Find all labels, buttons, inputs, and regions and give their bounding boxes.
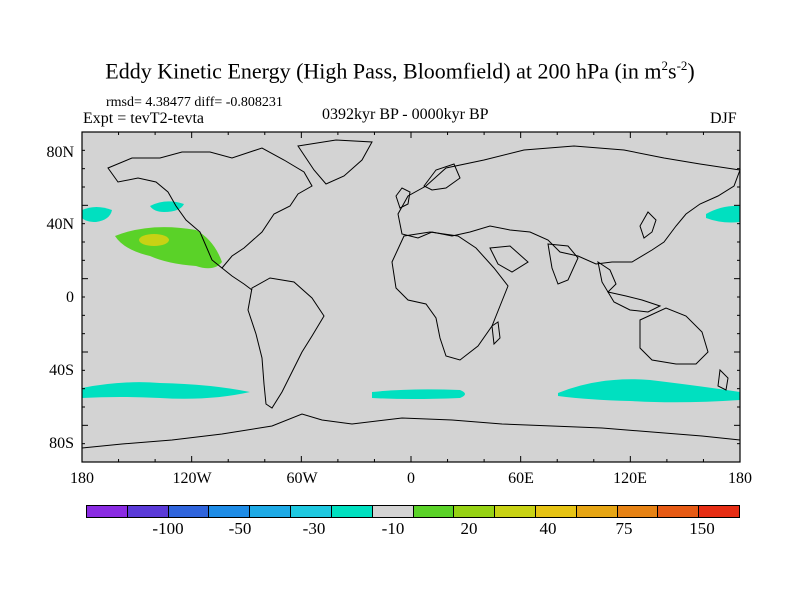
colorbar-swatch	[576, 506, 618, 517]
colorbar-swatch	[168, 506, 210, 517]
coast-australia	[639, 307, 709, 365]
colorbar-swatch	[454, 506, 496, 517]
map-background	[82, 132, 740, 462]
lon-label-120e: 120E	[613, 470, 647, 487]
coast-central-america	[221, 267, 253, 291]
colorbar-swatch	[127, 506, 169, 517]
coast-new-zealand	[717, 368, 729, 391]
anomaly-south-pacific	[82, 382, 250, 399]
lat-label-80n: 80N	[46, 144, 74, 161]
lon-label-60e: 60E	[508, 470, 534, 487]
coast-antarctica	[81, 413, 741, 449]
anomaly-north-pacific-west	[82, 207, 112, 222]
colorbar-swatch	[331, 506, 373, 517]
lat-label-80s: 80S	[49, 435, 74, 452]
colorbar	[86, 505, 740, 518]
lon-label-180e: 180	[728, 470, 752, 487]
stats-label: rmsd= 4.38477 diff= -0.808231	[106, 95, 283, 110]
coast-japan	[639, 211, 657, 239]
colorbar-swatch	[495, 506, 536, 517]
experiment-label: Expt = tevT2-tevta	[83, 110, 204, 127]
anomaly-north-pacific-small	[150, 201, 184, 212]
lat-label-40n: 40N	[46, 216, 74, 233]
anomaly-subtropical-pacific-core	[139, 234, 169, 246]
coastlines	[81, 139, 741, 449]
axis-ticks	[81, 131, 741, 463]
anomaly-regions	[82, 201, 740, 403]
coast-southeast-asia	[597, 260, 617, 293]
colorbar-label: 75	[615, 519, 633, 538]
lat-label-0: 0	[66, 289, 74, 306]
colorbar-label: -10	[381, 519, 405, 538]
lat-label-40s: 40S	[49, 362, 74, 379]
coast-north-america	[107, 147, 313, 269]
colorbar-swatch	[87, 506, 128, 517]
coast-indonesia	[606, 291, 662, 313]
colorbar-label: -50	[228, 519, 252, 538]
lon-axis: 180 120W 60W 0 60E 120E 180	[70, 470, 752, 487]
season-label: DJF	[710, 110, 737, 127]
coast-madagascar	[491, 321, 501, 346]
colorbar-label: 40	[539, 519, 557, 538]
coast-arabia	[489, 245, 529, 273]
lon-label-120w: 120W	[172, 470, 212, 487]
coast-india	[547, 243, 579, 285]
coast-scandinavia	[423, 163, 461, 191]
lon-label-0: 0	[407, 470, 415, 487]
colorbar-label: 20	[460, 519, 478, 538]
coast-eurasia	[397, 145, 741, 265]
colorbar-swatch	[617, 506, 659, 517]
lon-label-180w: 180	[70, 470, 94, 487]
lon-label-60w: 60W	[286, 470, 318, 487]
anomaly-south-indian	[558, 379, 740, 403]
colorbar-label: -30	[302, 519, 326, 538]
colorbar-swatch	[291, 506, 332, 517]
anomaly-north-pacific-east	[706, 205, 740, 223]
figure-title: Eddy Kinetic Energy (High Pass, Bloomfie…	[105, 58, 695, 84]
colorbar-swatch	[535, 506, 577, 517]
colorbar-swatch	[250, 506, 292, 517]
colorbar-swatch	[413, 506, 455, 517]
colorbar-swatch	[699, 506, 739, 517]
lat-axis: 80N 40N 0 40S 80S	[46, 144, 74, 452]
colorbar-swatch	[372, 506, 414, 517]
coast-south-america	[247, 277, 325, 409]
colorbar-label: 150	[689, 519, 715, 538]
coast-africa	[391, 231, 509, 361]
coast-british-isles	[395, 187, 411, 209]
coast-greenland	[297, 139, 373, 185]
colorbar-label: -100	[152, 519, 184, 538]
period-label: 0392kyr BP - 0000kyr BP	[322, 106, 489, 123]
colorbar-swatch	[209, 506, 251, 517]
anomaly-south-atlantic	[372, 389, 465, 399]
colorbar-swatch	[658, 506, 700, 517]
